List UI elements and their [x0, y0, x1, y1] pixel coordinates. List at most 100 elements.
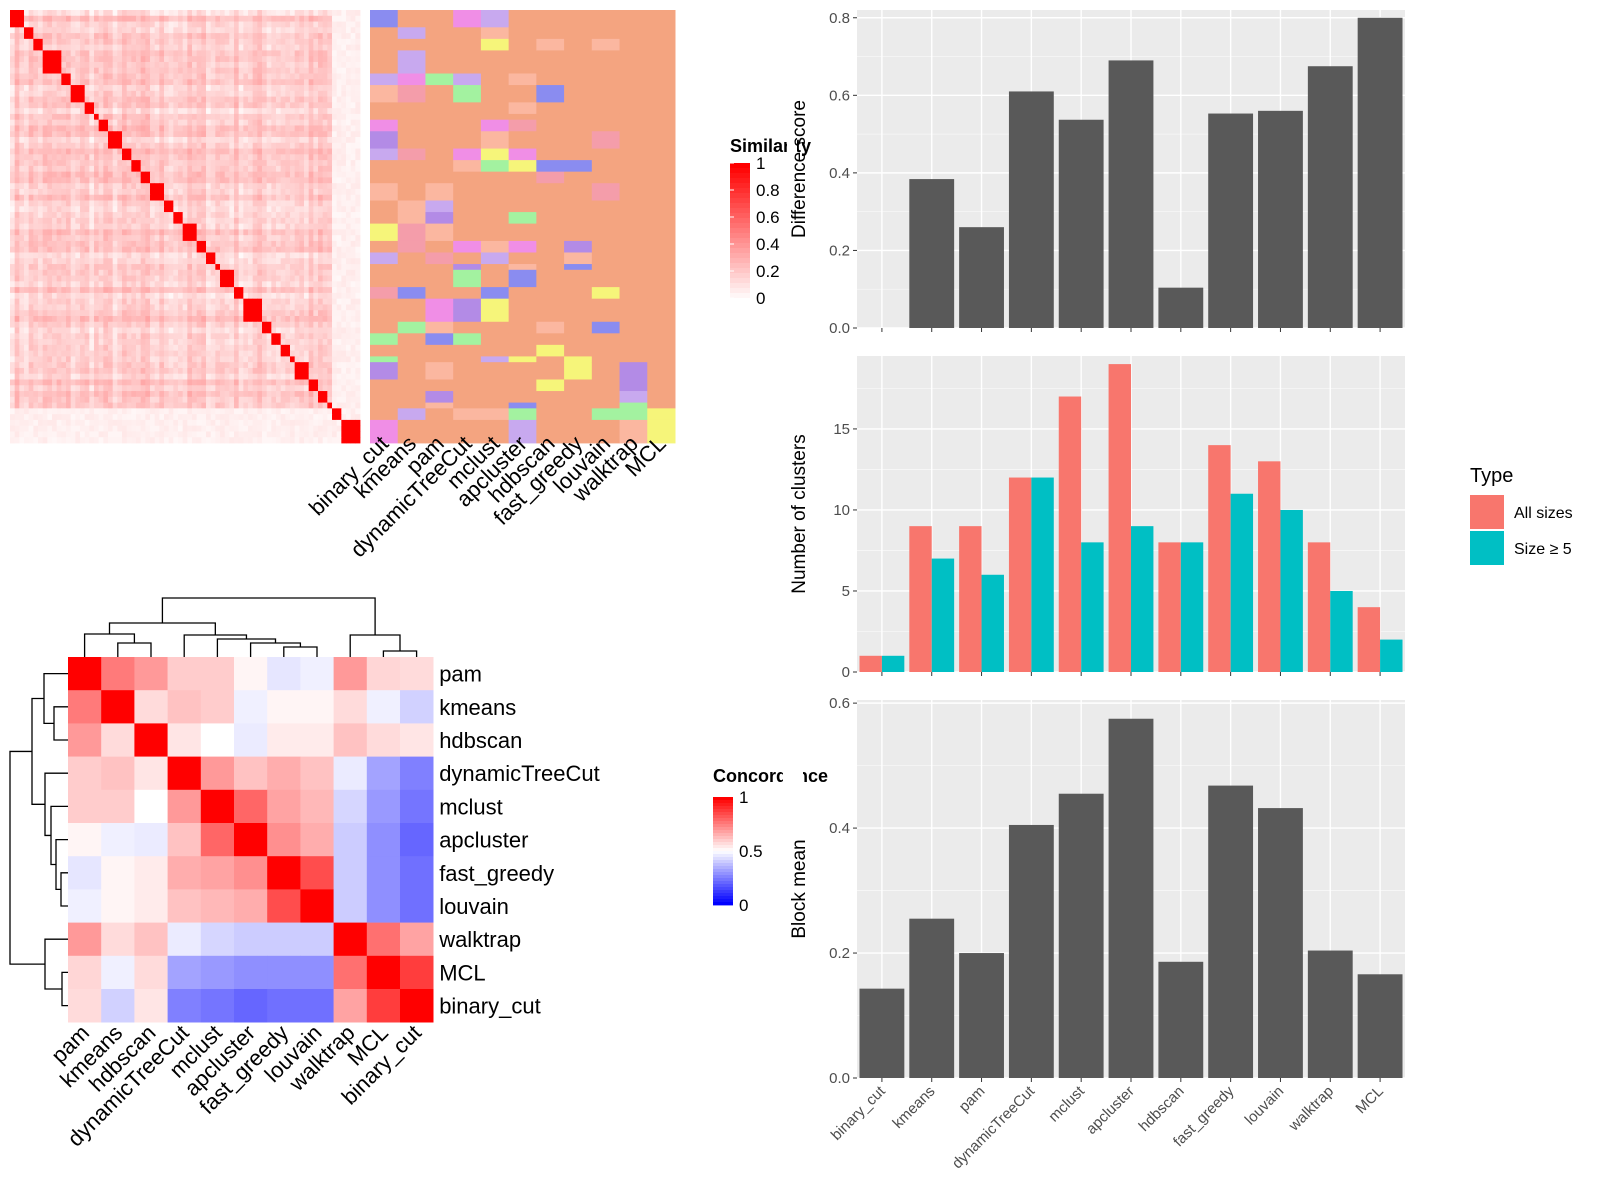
similarity-cell	[150, 367, 156, 375]
similarity-cell	[248, 125, 254, 132]
similarity-cell	[220, 171, 226, 178]
similarity-cell	[252, 350, 258, 357]
similarity-cell	[136, 321, 142, 328]
similarity-cell	[252, 67, 258, 74]
similarity-cell	[318, 269, 324, 276]
similarity-cell	[313, 33, 319, 40]
similarity-cell	[322, 298, 328, 305]
similarity-cell	[280, 298, 286, 305]
similarity-cell	[178, 264, 184, 271]
similarity-cell	[304, 223, 310, 230]
similarity-cell	[61, 333, 67, 340]
similarity-cell	[220, 142, 226, 149]
similarity-cell	[28, 113, 34, 121]
similarity-cell	[173, 287, 179, 294]
similarity-cell	[33, 217, 39, 225]
similarity-cell	[42, 275, 48, 282]
similarity-cell	[168, 177, 174, 184]
similarity-cell	[126, 21, 132, 28]
similarity-cell	[196, 258, 202, 265]
similarity-cell	[313, 50, 319, 57]
similarity-cell	[355, 33, 361, 40]
similarity-cell	[52, 148, 58, 155]
similarity-cell	[210, 235, 216, 242]
similarity-cell	[10, 102, 16, 109]
similarity-cell	[140, 108, 146, 115]
similarity-cell	[355, 108, 361, 115]
similarity-cell	[210, 148, 216, 155]
similarity-cell	[308, 10, 314, 17]
similarity-cell	[136, 160, 142, 167]
similarity-cell	[10, 200, 16, 207]
similarity-cell	[182, 125, 188, 132]
similarity-cell	[14, 350, 20, 357]
similarity-cell	[327, 38, 333, 46]
similarity-cell	[336, 367, 342, 375]
similarity-cell	[332, 67, 338, 74]
similarity-cell	[206, 344, 212, 352]
similarity-cell	[220, 391, 226, 398]
similarity-cell	[327, 56, 333, 63]
similarity-cell	[112, 194, 118, 201]
similarity-cell	[290, 269, 296, 276]
similarity-cell	[220, 240, 226, 248]
similarity-cell	[346, 119, 352, 126]
similarity-cell	[280, 269, 286, 276]
similarity-cell	[262, 142, 268, 149]
similarity-cell	[150, 96, 156, 103]
similarity-cell	[192, 183, 198, 190]
similarity-cell	[266, 154, 272, 161]
similarity-cell	[28, 362, 34, 369]
similarity-cell	[276, 356, 282, 363]
similarity-cell	[346, 85, 352, 92]
similarity-cell	[271, 137, 277, 144]
similarity-cell	[126, 362, 132, 369]
similarity-cell	[38, 90, 44, 97]
similarity-cell	[14, 235, 20, 242]
similarity-cell	[266, 252, 272, 259]
similarity-cell	[14, 310, 20, 317]
similarity-cell	[173, 50, 179, 57]
similarity-cell	[224, 96, 230, 103]
similarity-cell	[173, 229, 179, 236]
similarity-cell	[322, 367, 328, 375]
similarity-cell	[304, 131, 310, 138]
similarity-cell	[271, 379, 277, 386]
similarity-cell	[248, 10, 254, 17]
similarity-cell	[346, 258, 352, 265]
similarity-cell	[182, 356, 188, 363]
similarity-cell	[196, 56, 202, 63]
similarity-cell	[271, 333, 277, 340]
similarity-cell	[89, 367, 95, 375]
similarity-cell	[24, 287, 30, 294]
similarity-cell	[182, 21, 188, 28]
similarity-cell	[47, 258, 53, 265]
similarity-cell	[294, 269, 300, 276]
similarity-cell	[341, 61, 347, 69]
similarity-cell	[192, 264, 198, 271]
similarity-cell	[266, 56, 272, 63]
similarity-cell	[89, 73, 95, 80]
similarity-cell	[126, 137, 132, 144]
similarity-cell	[126, 287, 132, 294]
similarity-cell	[210, 379, 216, 386]
similarity-cell	[243, 148, 249, 155]
similarity-cell	[164, 333, 170, 340]
similarity-cell	[182, 350, 188, 357]
similarity-cell	[24, 327, 30, 334]
similarity-cell	[66, 333, 72, 340]
similarity-cell	[154, 85, 160, 92]
similarity-cell	[150, 142, 156, 149]
similarity-cell	[80, 269, 86, 276]
similarity-cell	[229, 240, 235, 248]
similarity-cell	[108, 223, 114, 230]
similarity-cell	[271, 292, 277, 300]
similarity-cell	[262, 258, 268, 265]
similarity-cell	[168, 206, 174, 213]
similarity-cell	[61, 160, 67, 167]
similarity-cell	[33, 113, 39, 121]
similarity-cell	[108, 240, 114, 248]
similarity-cell	[164, 102, 170, 109]
similarity-cell	[112, 44, 118, 51]
similarity-cell	[280, 137, 286, 144]
